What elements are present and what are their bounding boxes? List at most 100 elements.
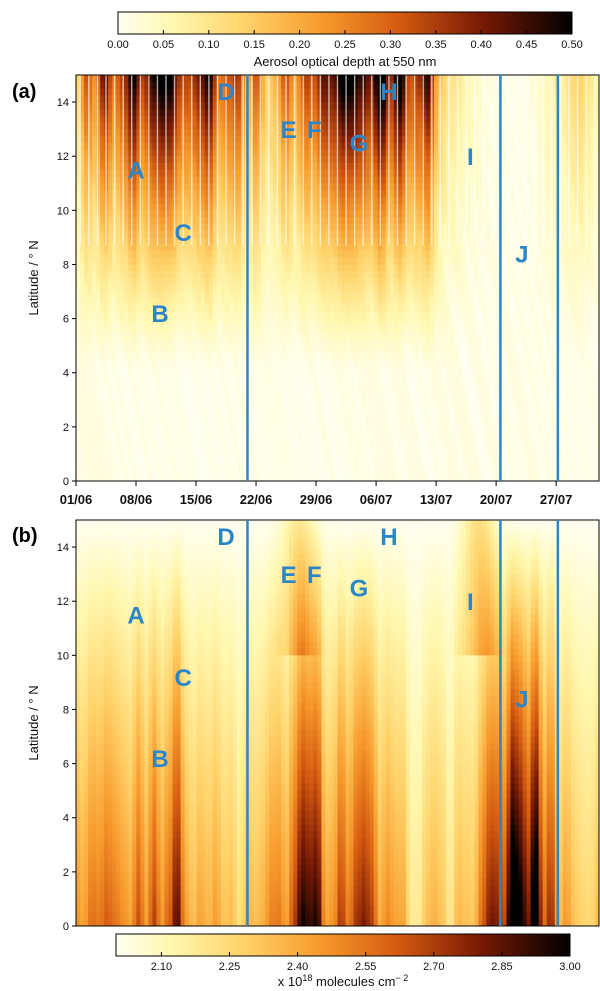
heatmap-cell	[341, 264, 347, 272]
heatmap-cell	[293, 210, 298, 218]
heatmap-cell	[317, 298, 322, 306]
heatmap-cell	[144, 271, 150, 279]
heatmap-cell	[341, 386, 347, 394]
heatmap-cell	[309, 352, 314, 360]
heatmap-cell	[253, 305, 258, 313]
heatmap-cell	[277, 379, 282, 387]
heatmap-cell	[88, 393, 93, 401]
heatmap-cell	[365, 135, 371, 144]
heatmap-cell	[104, 399, 109, 408]
heatmap-cell	[240, 264, 246, 272]
heatmap-cell	[397, 372, 403, 381]
heatmap-cell	[224, 406, 230, 414]
heatmap-cell	[341, 217, 347, 225]
heatmap-cell	[192, 332, 198, 340]
heatmap-cell	[377, 298, 383, 306]
heatmap-cell	[160, 393, 166, 401]
heatmap-cell	[337, 149, 343, 157]
heatmap-cell	[116, 149, 121, 157]
heatmap-cell	[176, 386, 182, 394]
heatmap-cell	[349, 264, 355, 272]
heatmap-cell	[104, 284, 109, 293]
heatmap-cell	[253, 325, 258, 333]
heatmap-cell	[196, 169, 202, 178]
heatmap-cell	[168, 149, 174, 157]
heatmap-cell	[152, 325, 158, 333]
heatmap-cell	[301, 474, 306, 481]
heatmap-cell	[160, 250, 166, 259]
heatmap-cell	[100, 196, 105, 205]
heatmap-cell	[224, 433, 230, 441]
heatmap-cell	[397, 379, 403, 387]
heatmap-cell	[84, 244, 89, 252]
heatmap-cell	[313, 149, 318, 157]
heatmap-cell	[273, 190, 278, 198]
heatmap-cell	[309, 278, 314, 286]
heatmap-cell	[253, 365, 258, 374]
heatmap-cell	[192, 196, 198, 205]
heatmap-cell	[100, 75, 105, 83]
heatmap-cell	[265, 298, 270, 306]
heatmap-cell	[212, 420, 218, 428]
heatmap-cell	[329, 81, 335, 90]
heatmap-cell	[345, 196, 351, 205]
heatmap-cell	[265, 291, 270, 299]
heatmap-cell	[220, 413, 226, 421]
heatmap-cell	[293, 162, 298, 171]
heatmap-cell	[84, 278, 89, 286]
heatmap-cell	[333, 460, 339, 469]
heatmap-cell	[381, 426, 387, 435]
heatmap-cell	[188, 75, 194, 83]
heatmap-cell	[389, 365, 395, 374]
heatmap-cell	[381, 75, 387, 83]
heatmap-cell	[200, 298, 206, 306]
heatmap-cell	[313, 162, 318, 171]
heatmap-cell	[269, 169, 274, 178]
heatmap-cell	[156, 278, 162, 286]
heatmap-cell	[180, 379, 186, 387]
heatmap-cell	[397, 311, 403, 320]
heatmap-cell	[136, 433, 141, 441]
heatmap-cell	[281, 122, 286, 130]
heatmap-cell	[124, 305, 129, 313]
heatmap-cell	[361, 129, 367, 137]
heatmap-cell	[112, 345, 117, 354]
heatmap-cell	[224, 474, 230, 481]
heatmap-cell	[345, 393, 351, 401]
heatmap-cell	[393, 413, 399, 421]
heatmap-cell	[216, 298, 222, 306]
heatmap-cell	[349, 467, 355, 475]
heatmap-cell	[265, 95, 270, 103]
heatmap-cell	[313, 291, 318, 299]
heatmap-cell	[232, 365, 238, 374]
heatmap-cell	[164, 393, 170, 401]
heatmap-cell	[317, 474, 322, 481]
heatmap-cell	[172, 250, 178, 259]
heatmap-cell	[341, 162, 347, 171]
heatmap-cell	[381, 257, 387, 266]
heatmap-cell	[293, 183, 298, 191]
heatmap-cell	[140, 244, 145, 252]
heatmap-cell	[381, 196, 387, 205]
heatmap-cell	[152, 298, 158, 306]
heatmap-cell	[156, 460, 162, 469]
heatmap-cell	[353, 142, 359, 151]
heatmap-cell	[184, 386, 190, 394]
heatmap-cell	[188, 190, 194, 198]
heatmap-cell	[293, 318, 298, 326]
heatmap-cell	[200, 162, 206, 171]
heatmap-cell	[329, 311, 335, 320]
heatmap-cell	[76, 122, 81, 130]
heatmap-cell	[196, 386, 202, 394]
heatmap-cell	[220, 244, 226, 252]
heatmap-cell	[293, 115, 298, 123]
heatmap-cell	[273, 345, 278, 354]
heatmap-cell	[333, 440, 339, 448]
heatmap-cell	[140, 129, 145, 137]
heatmap-cell	[184, 135, 190, 144]
heatmap-cell	[293, 291, 298, 299]
heatmap-cell	[116, 176, 121, 184]
heatmap-cell	[293, 278, 298, 286]
heatmap-cell	[381, 176, 387, 184]
heatmap-cell	[200, 102, 206, 110]
